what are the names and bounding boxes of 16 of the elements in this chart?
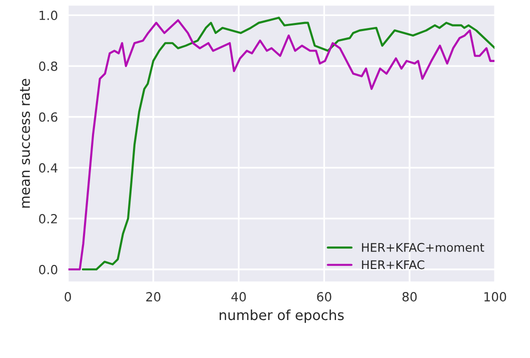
x-tick-label: 80	[402, 292, 417, 302]
legend-label: HER+KFAC+moment	[362, 242, 484, 252]
x-tick-label: 20	[146, 292, 160, 302]
x-tick-label: 100	[484, 292, 506, 302]
y-tick-label: 0.0	[39, 264, 58, 274]
y-tick-label: 1.0	[40, 10, 58, 20]
x-tick-label: 0	[64, 292, 71, 302]
y-tick-label: 0.4	[39, 163, 58, 173]
x-axis-title: number of epochs	[220, 309, 344, 323]
legend-label: HER+KFAC	[362, 260, 424, 270]
y-axis-title: mean success rate	[20, 78, 30, 208]
y-tick-label: 0.2	[39, 214, 57, 224]
y-tick-label: 0.6	[39, 112, 58, 122]
x-tick-label: 40	[231, 292, 246, 302]
x-tick-label: 60	[317, 292, 332, 302]
y-tick-label: 0.8	[39, 61, 58, 71]
